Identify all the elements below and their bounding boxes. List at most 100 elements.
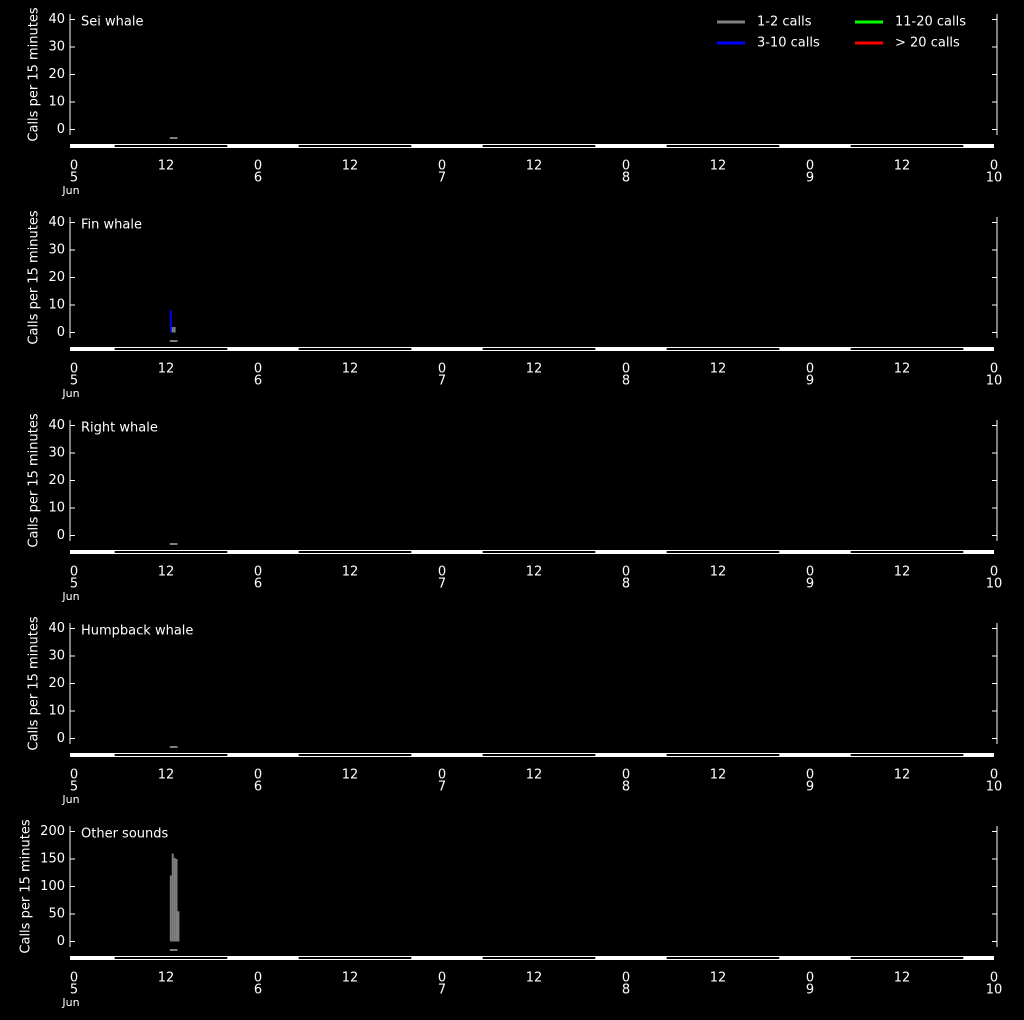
bar xyxy=(169,310,172,333)
x-tick-label: 12 xyxy=(526,565,543,580)
day-label: 8 xyxy=(622,577,630,592)
night-segment xyxy=(850,145,964,147)
x-tick-label: 0 xyxy=(438,971,446,986)
panel-title: Humpback whale xyxy=(81,624,193,639)
x-tick-label: 12 xyxy=(342,565,359,580)
night-segment xyxy=(114,551,228,553)
x-tick-label: 0 xyxy=(990,159,998,174)
night-segment xyxy=(298,551,412,553)
night-segment xyxy=(666,551,780,553)
x-tick-label: 12 xyxy=(894,362,911,377)
day-label: 7 xyxy=(438,983,446,998)
day-label: 10 xyxy=(986,374,1003,389)
x-tick-label: 0 xyxy=(806,159,814,174)
x-tick-label: 12 xyxy=(710,362,727,377)
x-tick-label: 0 xyxy=(254,971,262,986)
night-segment xyxy=(482,551,596,553)
month-label: Jun xyxy=(61,184,79,197)
bar xyxy=(175,859,178,942)
x-tick-label: 12 xyxy=(894,159,911,174)
day-label: 8 xyxy=(622,374,630,389)
y-tick-label: 40 xyxy=(48,418,65,433)
day-label: 7 xyxy=(438,171,446,186)
night-segment xyxy=(850,754,964,756)
day-label: 8 xyxy=(622,983,630,998)
x-tick-label: 0 xyxy=(990,565,998,580)
day-label: 9 xyxy=(806,780,814,795)
y-tick-label: 0 xyxy=(57,934,65,949)
bar xyxy=(173,327,176,333)
x-tick-label: 0 xyxy=(622,565,630,580)
x-tick-label: 0 xyxy=(438,768,446,783)
x-tick-label: 12 xyxy=(342,159,359,174)
y-tick-label: 0 xyxy=(57,528,65,543)
y-tick-label: 0 xyxy=(57,325,65,340)
x-tick-label: 12 xyxy=(342,971,359,986)
day-label: 9 xyxy=(806,983,814,998)
day-label: 5 xyxy=(70,374,78,389)
x-tick-label: 12 xyxy=(158,159,175,174)
night-segment xyxy=(666,145,780,147)
night-segment xyxy=(850,957,964,959)
night-segment xyxy=(850,551,964,553)
y-axis-label: Calls per 15 minutes xyxy=(27,7,42,141)
night-segment xyxy=(482,145,596,147)
y-tick-label: 20 xyxy=(48,67,65,82)
month-label: Jun xyxy=(61,996,79,1009)
y-tick-label: 10 xyxy=(48,95,65,110)
day-label: 7 xyxy=(438,374,446,389)
night-segment xyxy=(114,348,228,350)
x-tick-label: 0 xyxy=(70,565,78,580)
night-segment xyxy=(482,754,596,756)
x-tick-label: 0 xyxy=(806,971,814,986)
day-label: 6 xyxy=(254,983,262,998)
y-axis-label: Calls per 15 minutes xyxy=(27,413,42,547)
x-tick-label: 12 xyxy=(158,971,175,986)
y-tick-label: 20 xyxy=(48,676,65,691)
day-label: 10 xyxy=(986,577,1003,592)
x-tick-label: 12 xyxy=(894,565,911,580)
day-label: 6 xyxy=(254,577,262,592)
night-segment xyxy=(298,957,412,959)
legend-label: > 20 calls xyxy=(895,36,960,51)
x-tick-label: 12 xyxy=(894,768,911,783)
month-label: Jun xyxy=(61,387,79,400)
x-tick-label: 0 xyxy=(622,971,630,986)
day-label: 10 xyxy=(986,983,1003,998)
night-segment xyxy=(666,754,780,756)
legend-label: 1-2 calls xyxy=(757,15,812,30)
night-segment xyxy=(482,957,596,959)
y-tick-label: 0 xyxy=(57,122,65,137)
night-segment xyxy=(850,348,964,350)
y-axis-label: Calls per 15 minutes xyxy=(27,210,42,344)
night-segment xyxy=(298,348,412,350)
y-tick-label: 10 xyxy=(48,704,65,719)
day-label: 10 xyxy=(986,780,1003,795)
x-tick-label: 0 xyxy=(254,768,262,783)
x-tick-label: 12 xyxy=(526,362,543,377)
y-tick-label: 10 xyxy=(48,298,65,313)
panel-title: Right whale xyxy=(81,421,158,436)
panel-title: Sei whale xyxy=(81,15,143,30)
x-tick-label: 12 xyxy=(158,768,175,783)
legend-label: 11-20 calls xyxy=(895,15,966,30)
x-tick-label: 12 xyxy=(710,565,727,580)
panel-title: Fin whale xyxy=(81,218,142,233)
x-tick-label: 12 xyxy=(710,159,727,174)
y-axis-label: Calls per 15 minutes xyxy=(27,616,42,750)
y-tick-label: 10 xyxy=(48,501,65,516)
x-tick-label: 12 xyxy=(710,768,727,783)
x-tick-label: 0 xyxy=(622,362,630,377)
day-label: 9 xyxy=(806,577,814,592)
night-segment xyxy=(114,957,228,959)
day-label: 5 xyxy=(70,577,78,592)
x-tick-label: 12 xyxy=(526,159,543,174)
night-segment xyxy=(482,348,596,350)
day-label: 8 xyxy=(622,780,630,795)
x-tick-label: 12 xyxy=(710,971,727,986)
night-segment xyxy=(114,754,228,756)
x-tick-label: 0 xyxy=(70,768,78,783)
y-tick-label: 40 xyxy=(48,12,65,27)
night-segment xyxy=(298,145,412,147)
